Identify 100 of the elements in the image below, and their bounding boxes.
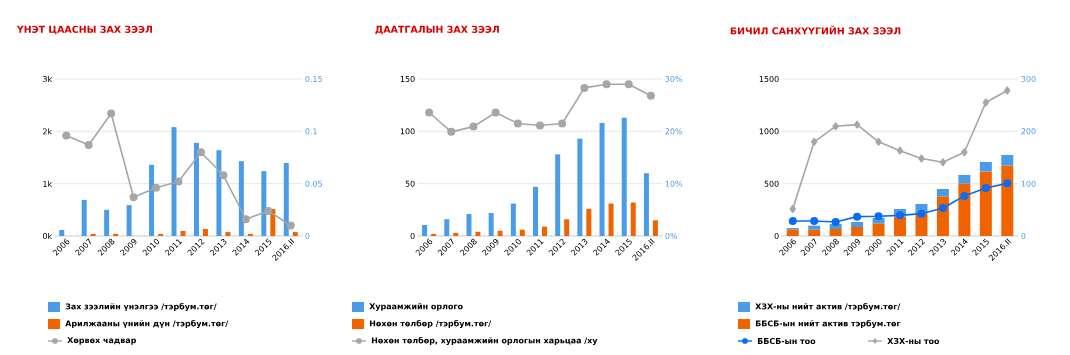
bar	[497, 230, 503, 236]
point	[832, 122, 839, 131]
point	[447, 127, 456, 136]
bar	[475, 231, 481, 236]
point	[918, 154, 925, 163]
point	[152, 183, 161, 192]
point	[831, 217, 840, 226]
point	[513, 119, 522, 128]
point	[938, 204, 947, 212]
bar	[422, 225, 428, 236]
bar	[510, 203, 516, 236]
bar	[202, 228, 208, 236]
point	[875, 137, 882, 146]
bar	[542, 226, 548, 236]
point	[84, 140, 93, 149]
point	[961, 148, 968, 157]
bar	[979, 171, 992, 236]
point	[1003, 179, 1012, 188]
bar	[216, 150, 222, 236]
point	[580, 83, 589, 92]
bar	[652, 220, 658, 236]
bar	[444, 219, 450, 236]
bar	[786, 229, 799, 236]
point	[129, 193, 138, 202]
point	[219, 171, 228, 180]
bar	[488, 212, 494, 236]
bar	[533, 186, 539, 236]
point	[982, 98, 990, 107]
point	[788, 216, 797, 225]
bar	[586, 208, 592, 236]
bar	[59, 229, 65, 236]
point	[960, 192, 969, 201]
bar	[564, 219, 570, 236]
point	[853, 212, 862, 221]
point	[107, 109, 116, 118]
bar	[643, 173, 649, 236]
point	[264, 206, 273, 215]
bar	[555, 154, 561, 236]
point	[939, 158, 947, 167]
bar	[577, 138, 583, 236]
bar	[292, 232, 298, 236]
bar	[958, 174, 971, 184]
bar	[829, 228, 842, 236]
bar	[1001, 154, 1014, 166]
bar	[808, 229, 821, 236]
bar	[261, 171, 267, 236]
point	[810, 137, 818, 146]
point	[241, 215, 250, 224]
bar	[149, 164, 155, 236]
point	[174, 177, 183, 186]
bar	[599, 122, 605, 236]
point	[491, 108, 500, 117]
bar	[431, 233, 437, 236]
point	[196, 148, 205, 157]
point	[896, 146, 904, 155]
point	[469, 122, 478, 131]
point	[810, 216, 819, 225]
point	[646, 91, 655, 100]
bar	[81, 199, 87, 236]
point	[789, 204, 796, 213]
point	[286, 221, 295, 230]
bar	[1001, 165, 1014, 236]
bar	[979, 162, 992, 172]
bar	[158, 233, 164, 236]
bar	[894, 216, 907, 236]
bar	[936, 189, 949, 197]
bar	[104, 209, 110, 236]
bar	[519, 229, 525, 236]
bar	[126, 205, 132, 236]
chart-title: БИЧИЛ САНХҮҮГИЙН ЗАХ ЗЭЭЛ	[730, 25, 901, 35]
chart-title: ДААТГАЛЫН ЗАХ ЗЭЭЛ	[375, 25, 499, 35]
bar	[453, 232, 459, 236]
bar	[608, 203, 614, 236]
bar	[851, 221, 864, 227]
bar	[225, 232, 231, 236]
point	[558, 119, 567, 128]
bar	[283, 163, 289, 236]
point	[602, 80, 611, 89]
point	[917, 209, 926, 218]
point	[1004, 86, 1011, 95]
point	[425, 108, 434, 117]
bar	[630, 202, 636, 236]
bar	[90, 233, 96, 236]
point	[624, 80, 633, 89]
bar	[851, 227, 864, 236]
bar	[238, 161, 244, 236]
point	[853, 120, 861, 129]
bar	[466, 214, 472, 236]
point	[62, 131, 71, 140]
chart-title: ҮНЭТ ЦААСНЫ ЗАХ ЗЭЭЛ	[16, 25, 152, 35]
bar	[113, 233, 119, 236]
bar	[958, 183, 971, 236]
point	[874, 212, 883, 221]
point	[981, 184, 990, 193]
bar	[808, 225, 821, 230]
bar	[180, 231, 186, 236]
bar	[193, 142, 199, 236]
bar	[621, 117, 627, 236]
bar	[171, 127, 177, 236]
bar	[247, 233, 253, 236]
